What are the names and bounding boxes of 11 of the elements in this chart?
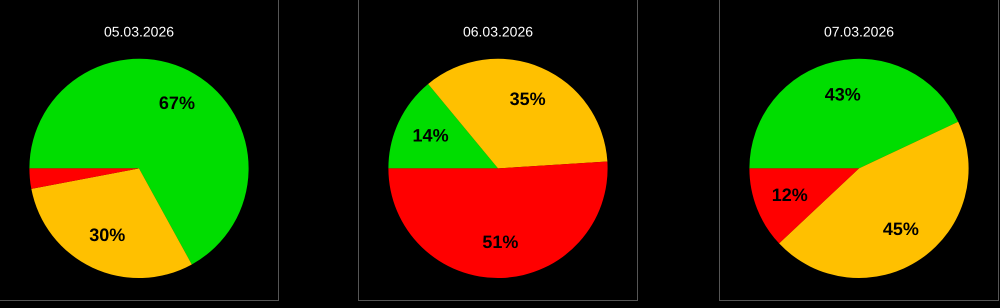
chart-title: 07.03.2026	[824, 23, 894, 40]
chart-title: 06.03.2026	[462, 23, 534, 40]
data-label: 35%	[510, 88, 546, 109]
data-label: 14%	[412, 126, 449, 146]
chart-title: 05.03.2026	[104, 23, 174, 40]
data-label: 51%	[482, 232, 518, 252]
data-label: 67%	[158, 93, 195, 114]
data-label: 12%	[772, 184, 808, 205]
data-label: 45%	[882, 219, 919, 240]
data-label: 43%	[824, 84, 861, 105]
data-label: 30%	[89, 224, 126, 245]
